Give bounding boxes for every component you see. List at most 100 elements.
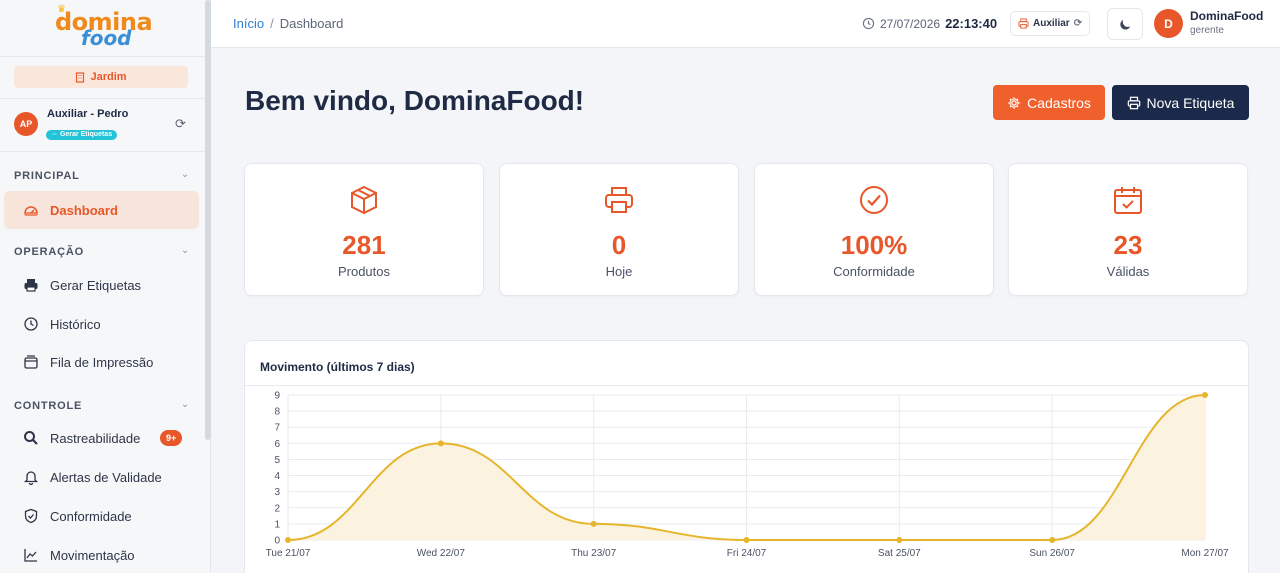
logo-text-domina: domina [55,8,153,36]
sidebar-item-label: Dashboard [50,202,118,218]
sidebar-item-gerar-etiquetas[interactable]: Gerar Etiquetas [4,266,199,304]
datetime-display: 27/07/2026 22:13:40 [862,16,997,31]
gear-icon [1008,96,1020,109]
user-name[interactable]: DominaFood [1190,9,1264,23]
refresh-icon: ⟳ [1073,18,1083,29]
x-tick-label: Fri 24/07 [727,548,767,559]
avatar[interactable]: D [1154,9,1183,38]
shield-icon [22,507,40,525]
user-role-label: Gerar Etiquetas [59,131,113,138]
stat-value: 281 [342,230,386,260]
x-tick-label: Sat 25/07 [878,548,921,559]
search-icon [22,429,40,447]
crown-icon: ♛ [57,4,66,15]
sidebar-item-historico[interactable]: Histórico [4,305,199,343]
sidebar-item-rastreabilidade[interactable]: Rastreabilidade 9+ [4,419,199,457]
gauge-icon [22,201,40,219]
top-bar: Início / Dashboard 27/07/2026 22:13:40 Aux… [211,0,1280,48]
y-tick-label: 8 [274,407,280,418]
stat-value: 0 [611,230,627,260]
sidebar-item-dashboard[interactable]: Dashboard [4,191,199,229]
sidebar-item-label: Fila de Impressão [50,354,154,370]
switch-user-icon[interactable]: ⟳ [175,116,186,131]
role-mode-button[interactable]: Auxiliar ⟳ [1010,11,1091,36]
brand-logo[interactable]: ♛ domina food [55,4,155,50]
trend-icon [22,546,40,564]
section-operacao[interactable]: OPERAÇÃO ⌄ [14,245,190,258]
stat-value: 100% [840,230,908,260]
clock-icon [862,17,875,30]
y-tick-label: 3 [274,487,280,498]
current-user-panel: AP Auxiliar - Pedro ⇔ Gerar Etiquetas ⟳ [12,105,197,145]
breadcrumb-current: Dashboard [279,16,344,31]
sidebar-item-label: Histórico [50,316,101,332]
stat-value: 23 [1113,230,1143,260]
moon-icon [1119,19,1130,30]
section-label: OPERAÇÃO [14,246,84,258]
chart-title: Movimento (últimos 7 dias) [260,360,415,374]
avatar: AP [14,112,38,136]
store-selector-button[interactable]: Jardim [14,66,188,88]
movement-chart[interactable]: 0 1 2 3 4 5 6 7 8 9 Tue 21/07 Wed 22/07 Thu 23/07 Fri… [245,385,1248,573]
bell-icon [22,468,40,486]
nova-etiqueta-label: Nova Etiqueta [1146,94,1235,111]
divider [0,151,210,152]
clock-icon [22,315,40,333]
sidebar-item-movimentacao[interactable]: Movimentação [4,536,199,573]
data-point [590,520,597,527]
sidebar-item-alertas-validade[interactable]: Alertas de Validade [4,458,199,496]
cadastros-label: Cadastros [1027,94,1091,111]
x-tick-label: Wed 22/07 [417,548,466,559]
sidebar-item-label: Rastreabilidade [50,430,141,446]
section-label: PRINCIPAL [14,170,80,182]
sidebar-item-conformidade[interactable]: Conformidade [4,497,199,535]
y-tick-label: 9 [274,391,280,402]
cadastros-button[interactable]: Cadastros [993,85,1105,120]
stat-card-produtos[interactable]: 281 Produtos [244,163,484,296]
breadcrumb-separator: / [270,16,274,31]
stat-card-hoje[interactable]: 0 Hoje [499,163,739,296]
chevron-down-icon: ⌄ [180,169,190,180]
chevron-down-icon: ⌄ [180,399,190,410]
series-area [288,395,1205,540]
x-tick-label: Tue 21/07 [266,548,311,559]
breadcrumb-home-link[interactable]: Início [233,16,265,31]
divider [245,385,1248,386]
stat-label: Conformidade [833,264,915,279]
sidebar-item-label: Gerar Etiquetas [50,277,142,293]
calendar-check-icon [1114,187,1142,214]
section-principal[interactable]: PRINCIPAL ⌄ [14,169,190,182]
stat-card-validas[interactable]: 23 Válidas [1008,163,1248,296]
breadcrumb: Início / Dashboard [233,16,343,31]
section-controle[interactable]: CONTROLE ⌄ [14,399,190,412]
printer-icon [1018,18,1029,29]
x-tick-label: Mon 27/07 [1181,548,1229,559]
user-name: Auxiliar - Pedro [47,108,129,120]
movement-chart-card: Movimento (últimos 7 dias) 0 1 2 3 4 5 6 7 8 9 Tue… [244,340,1249,573]
y-tick-label: 2 [274,503,280,514]
section-label: CONTROLE [14,400,83,412]
sidebar-item-fila-impressao[interactable]: Fila de Impressão [4,343,199,381]
stat-label: Hoje [605,264,633,279]
tray-icon [22,353,40,371]
sidebar-scrollbar[interactable] [205,0,211,440]
notification-badge: 9+ [160,430,183,446]
y-tick-label: 4 [274,471,280,482]
data-point [896,537,903,543]
data-point [1049,537,1056,543]
time-text: 22:13:40 [945,16,998,31]
printer-icon [22,276,40,294]
sidebar-item-label: Alertas de Validade [50,469,162,485]
stat-card-conformidade[interactable]: 100% Conformidade [754,163,994,296]
box-icon [351,185,377,215]
data-point [743,537,750,543]
stat-label: Válidas [1106,264,1150,279]
building-icon [76,71,85,83]
x-tick-label: Sun 26/07 [1029,548,1075,559]
sidebar-item-label: Movimentação [50,547,135,563]
theme-toggle-button[interactable] [1107,8,1143,40]
divider [0,56,210,57]
nova-etiqueta-button[interactable]: Nova Etiqueta [1112,85,1249,120]
chevron-down-icon: ⌄ [180,245,190,256]
sidebar: ♛ domina food Jardim AP Auxiliar - Pedro… [0,0,211,573]
